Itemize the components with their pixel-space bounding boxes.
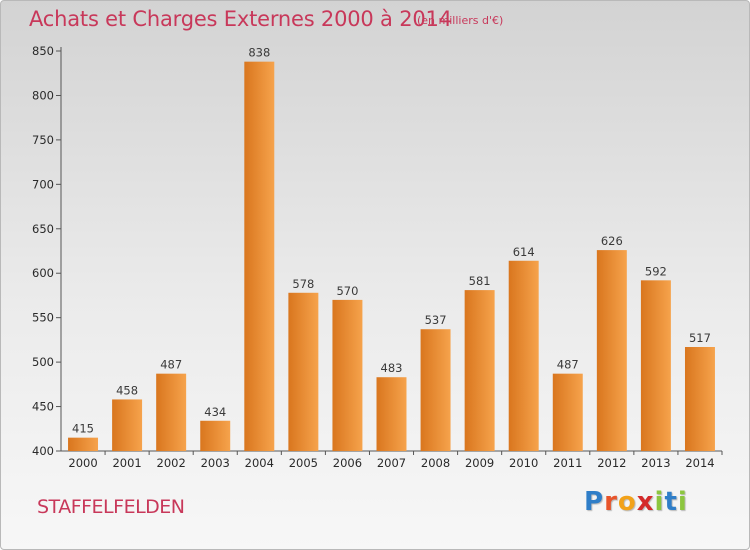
x-tick-label-2007: 2007 <box>377 456 406 470</box>
y-tick-label: 500 <box>32 355 54 369</box>
y-tick-label: 700 <box>32 177 54 191</box>
y-tick-label: 400 <box>32 444 54 458</box>
y-tick-label: 450 <box>32 400 54 414</box>
x-tick-label-2008: 2008 <box>421 456 450 470</box>
unit-note: (en milliers d'€) <box>417 14 504 27</box>
y-tick-label: 750 <box>32 133 54 147</box>
logo-letter: i <box>654 487 665 517</box>
bar-2006 <box>332 299 363 451</box>
logo-letter: i <box>677 487 688 517</box>
logo-letter: t <box>664 487 678 517</box>
value-label-2000: 415 <box>72 422 94 436</box>
x-tick-label-2012: 2012 <box>597 456 626 470</box>
value-label-2014: 517 <box>689 331 711 345</box>
value-label-2008: 537 <box>425 313 447 327</box>
bar-2013 <box>640 280 671 451</box>
value-label-2007: 483 <box>381 361 403 375</box>
bar-2008 <box>420 329 451 451</box>
value-label-2010: 614 <box>513 245 535 259</box>
x-tick-label-2013: 2013 <box>641 456 670 470</box>
bar-2000 <box>68 437 99 451</box>
bar-2004 <box>244 61 275 452</box>
bar-2012 <box>596 250 627 451</box>
bar-2014 <box>684 347 715 451</box>
x-tick-label-2010: 2010 <box>509 456 538 470</box>
value-label-2004: 838 <box>248 46 270 60</box>
value-label-2005: 578 <box>292 277 314 291</box>
value-label-2006: 570 <box>336 284 358 298</box>
bar-2001 <box>112 399 143 451</box>
y-tick-label: 600 <box>32 266 54 280</box>
value-label-2009: 581 <box>469 274 491 288</box>
x-tick-label-2000: 2000 <box>68 456 97 470</box>
bar-2003 <box>200 420 231 451</box>
bar-2002 <box>156 373 187 451</box>
bar-2010 <box>508 260 539 451</box>
x-tick-label-2011: 2011 <box>553 456 582 470</box>
y-tick-label: 800 <box>32 88 54 102</box>
bar-2005 <box>288 292 319 451</box>
bar-2007 <box>376 377 407 451</box>
logo-letter: r <box>604 487 618 517</box>
proxiti-logo: Proxiti <box>584 487 688 517</box>
logo-letter: o <box>617 487 637 517</box>
y-tick-label: 850 <box>32 44 54 58</box>
x-tick-label-2002: 2002 <box>157 456 186 470</box>
logo-letter: x <box>636 487 655 517</box>
x-tick-label-2004: 2004 <box>245 456 274 470</box>
y-tick-label: 650 <box>32 222 54 236</box>
chart-title: Achats et Charges Externes 2000 à 2014 <box>29 7 452 31</box>
value-label-2011: 487 <box>557 358 579 372</box>
x-tick-label-2009: 2009 <box>465 456 494 470</box>
bar-2009 <box>464 290 495 451</box>
x-tick-label-2001: 2001 <box>112 456 141 470</box>
value-labels: 415 458 487 434 838 578 570 483 537 581 614 487 626 5… <box>72 46 711 436</box>
x-tick-label-2005: 2005 <box>289 456 318 470</box>
value-label-2003: 434 <box>204 405 226 419</box>
x-tick-label-2003: 2003 <box>201 456 230 470</box>
y-tick-label: 550 <box>32 311 54 325</box>
value-label-2002: 487 <box>160 358 182 372</box>
bars <box>68 61 715 452</box>
bar-2011 <box>552 373 583 451</box>
axes: 400 450 500 550 600 650 700 750 800 850 2000 2001 20… <box>32 44 723 470</box>
commune-name: STAFFELFELDEN <box>37 496 185 518</box>
value-label-2012: 626 <box>601 234 623 248</box>
value-label-2001: 458 <box>116 383 138 397</box>
x-tick-label-2014: 2014 <box>685 456 714 470</box>
value-label-2013: 592 <box>645 264 667 278</box>
logo-letter: P <box>584 487 605 517</box>
x-tick-label-2006: 2006 <box>333 456 362 470</box>
